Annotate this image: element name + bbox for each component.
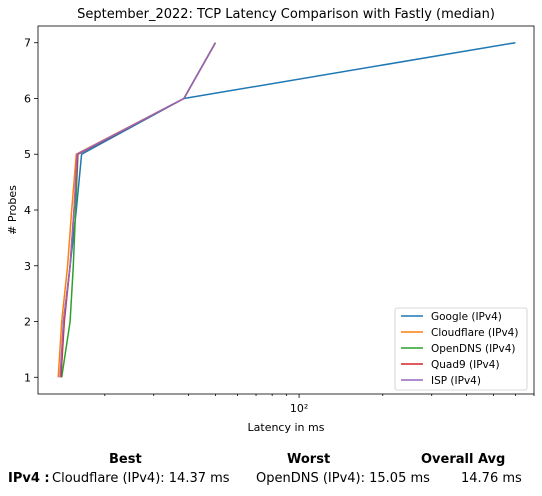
y-tick-label: 3 xyxy=(24,260,31,273)
y-tick-label: 5 xyxy=(24,148,31,161)
legend-entry: OpenDNS (IPv4) xyxy=(431,343,516,355)
y-tick-label: 2 xyxy=(24,316,31,329)
summary-avg-value: 14.76 ms xyxy=(461,471,522,486)
x-axis-label: Latency in ms xyxy=(248,421,325,434)
legend-entry: Quad9 (IPv4) xyxy=(431,359,500,371)
summary-worst-value: OpenDNS (IPv4): 15.05 ms xyxy=(256,471,430,486)
series-line xyxy=(60,42,217,378)
legend-entry: Google (IPv4) xyxy=(431,311,502,323)
summary-header-best: Best xyxy=(109,452,142,467)
y-tick-label: 6 xyxy=(24,92,31,105)
series-line xyxy=(60,42,217,378)
summary-best-value: Cloudflare (IPv4): 14.37 ms xyxy=(52,471,230,486)
summary-row-label: IPv4 : xyxy=(8,471,50,486)
latency-chart: September_2022: TCP Latency Comparison w… xyxy=(6,7,535,434)
x-tick-label: 10² xyxy=(290,402,308,415)
series-line xyxy=(57,42,217,378)
y-tick-label: 7 xyxy=(24,37,31,50)
y-tick-label: 1 xyxy=(24,371,31,384)
y-axis-label: # Probes xyxy=(6,185,19,235)
summary-header-worst: Worst xyxy=(287,452,331,467)
legend-entry: Cloudflare (IPv4) xyxy=(431,327,518,339)
y-tick-label: 4 xyxy=(24,204,31,217)
legend-box xyxy=(394,307,528,391)
chart-title: September_2022: TCP Latency Comparison w… xyxy=(77,7,495,22)
series-line xyxy=(59,42,217,378)
x-axis-ticks: 10² xyxy=(104,394,535,415)
legend-entry: ISP (IPv4) xyxy=(431,375,481,387)
y-axis-ticks: 1 2 3 4 5 6 7 xyxy=(24,37,38,384)
legend: Google (IPv4) Cloudflare (IPv4) OpenDNS (I… xyxy=(394,307,528,391)
series-lines xyxy=(57,41,516,378)
summary-header-avg: Overall Avg xyxy=(421,452,506,467)
